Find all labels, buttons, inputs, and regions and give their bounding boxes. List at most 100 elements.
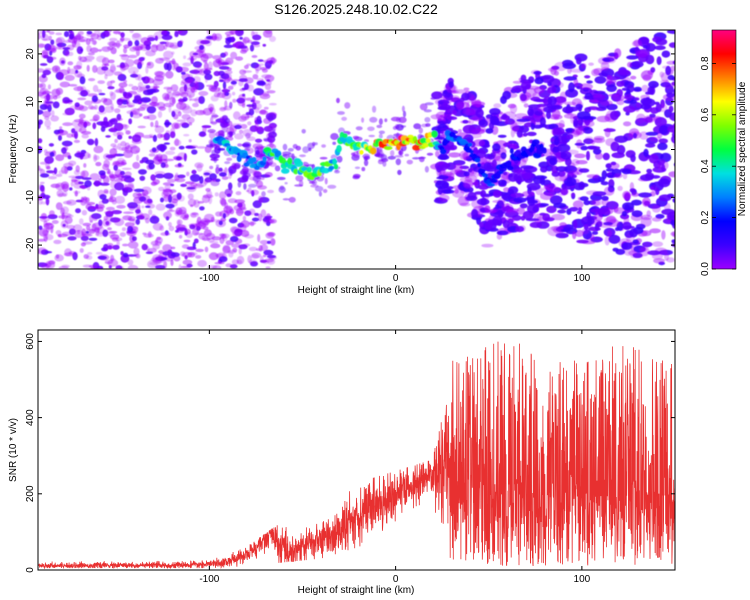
spectral-blob xyxy=(478,168,486,173)
spectral-blob xyxy=(621,87,629,91)
spectral-blob xyxy=(117,73,127,82)
spectral-blob xyxy=(546,110,551,120)
snr-line xyxy=(38,341,675,570)
spectral-blob xyxy=(246,104,255,107)
spectral-blob xyxy=(374,153,384,158)
spectral-blob xyxy=(548,67,557,72)
spectral-blob xyxy=(527,198,536,206)
snr-x-axis: -100 0 100 xyxy=(199,330,591,585)
spectral-blob xyxy=(123,47,128,54)
spectral-blob xyxy=(672,197,675,204)
spectral-blob xyxy=(251,217,260,222)
spectral-blob xyxy=(254,126,264,133)
spectral-blob xyxy=(224,117,231,124)
spectral-blob xyxy=(59,81,70,88)
spectral-blob xyxy=(176,219,183,226)
spectral-blob xyxy=(622,202,635,211)
spectral-blob xyxy=(196,163,203,172)
spectral-blob xyxy=(655,103,662,113)
spectral-blob xyxy=(193,238,199,244)
spectral-blob xyxy=(643,148,649,157)
spectral-blob xyxy=(653,258,665,264)
spectral-blob xyxy=(501,193,511,200)
spectral-blob xyxy=(165,70,174,79)
spectral-blob xyxy=(235,210,247,214)
spectral-blob xyxy=(210,116,214,124)
spectral-blob xyxy=(191,81,199,85)
spectral-blob xyxy=(81,233,92,237)
spectral-blob xyxy=(133,247,140,256)
spectral-blob xyxy=(568,82,575,93)
spectral-blob xyxy=(124,222,135,228)
spectral-blob xyxy=(486,183,496,187)
spectral-blob xyxy=(81,209,88,216)
spectral-blob xyxy=(101,198,109,204)
spectral-blob xyxy=(645,42,656,52)
spectral-blob xyxy=(146,106,157,114)
spectral-blob xyxy=(73,169,81,176)
spectral-blob xyxy=(64,248,72,257)
spectral-blob xyxy=(103,243,109,252)
spectral-blob xyxy=(377,159,384,165)
spectral-blob xyxy=(507,208,517,216)
spectral-blob xyxy=(191,212,199,216)
spectral-blob xyxy=(225,77,233,82)
spectral-blob xyxy=(668,171,675,178)
spectral-blob xyxy=(85,203,93,210)
spectral-blob xyxy=(611,152,625,159)
spectral-blob xyxy=(92,65,98,73)
spectral-blob xyxy=(259,109,267,114)
spectral-blob xyxy=(106,171,114,174)
spectral-blob xyxy=(77,97,87,101)
spectral-blob xyxy=(47,84,52,90)
spectral-blob xyxy=(61,264,70,268)
spectral-blob xyxy=(159,134,166,138)
spectral-blob xyxy=(582,120,595,128)
spectral-blob xyxy=(103,153,111,160)
spectral-blob xyxy=(575,103,583,110)
spectral-blob xyxy=(266,232,276,237)
spectral-blob xyxy=(294,160,304,167)
spectral-blob xyxy=(127,54,138,59)
spectral-blob xyxy=(107,41,116,46)
spectral-blob xyxy=(510,128,515,138)
spectral-blob xyxy=(610,110,619,121)
spectral-blob xyxy=(671,134,675,144)
spectral-blob xyxy=(299,154,306,158)
spectral-blob xyxy=(44,156,54,164)
spectral-blob xyxy=(577,111,591,120)
spectral-blob xyxy=(79,248,84,253)
spectral-blob xyxy=(556,151,561,160)
spectral-blob xyxy=(613,206,619,213)
spectral-blob xyxy=(59,126,63,130)
spectral-blob xyxy=(218,191,227,200)
snr-y-tick-label: 400 xyxy=(25,409,36,426)
spectral-blob xyxy=(227,131,236,136)
spectral-blob xyxy=(117,104,127,109)
spectral-blob xyxy=(654,117,667,127)
spectral-blob xyxy=(523,103,529,108)
spectral-blob xyxy=(649,228,661,234)
spectral-blob xyxy=(178,206,187,215)
spectral-blob xyxy=(257,195,264,204)
spectral-blob xyxy=(132,236,137,242)
spectral-blob xyxy=(470,95,477,105)
spectral-blob xyxy=(249,221,255,227)
spectral-blob xyxy=(534,77,544,85)
spectral-blob xyxy=(177,162,182,167)
spectral-blob xyxy=(222,213,226,219)
spectral-blob xyxy=(168,225,175,232)
colorbar-tick-label: 0.0 xyxy=(700,262,711,276)
spectral-blob xyxy=(163,172,174,180)
colorbar-gradient xyxy=(711,29,737,270)
spectral-blob xyxy=(562,62,576,69)
spectral-blob xyxy=(642,45,648,49)
spectral-blob xyxy=(52,101,60,109)
spectral-blob xyxy=(529,221,543,228)
spectral-blob xyxy=(237,99,246,107)
spectral-blob xyxy=(255,248,262,252)
spectral-blob xyxy=(55,46,67,50)
spectral-blob xyxy=(45,262,52,268)
spectral-blob xyxy=(233,111,241,120)
spectral-blob xyxy=(223,44,234,49)
